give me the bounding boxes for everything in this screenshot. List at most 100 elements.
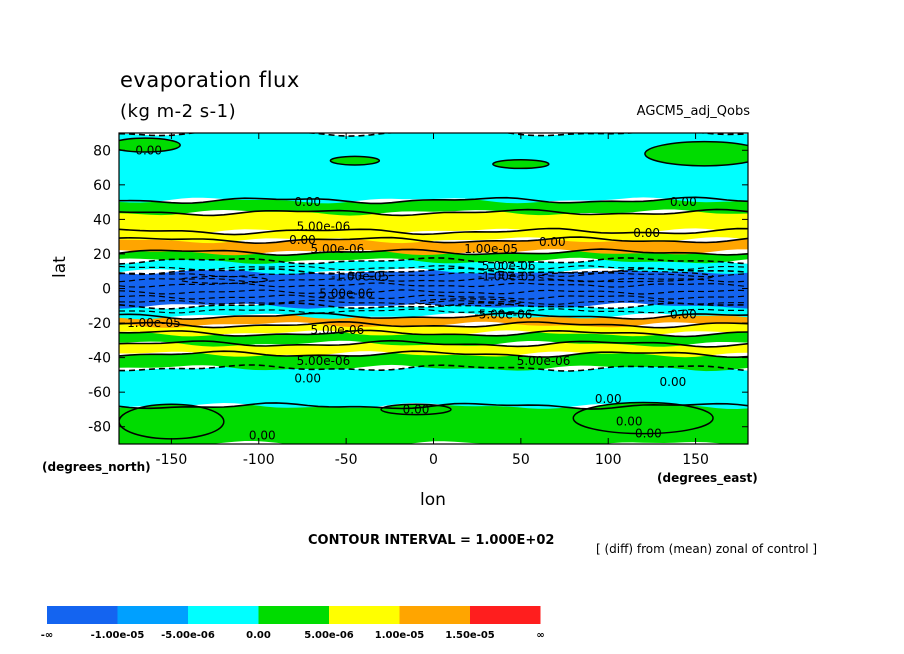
positive-anomaly-patch	[119, 137, 181, 153]
contour-line	[119, 267, 748, 276]
contour-line	[119, 227, 748, 236]
contour-label: 0.00	[670, 195, 697, 209]
positive-anomaly-patch	[380, 403, 452, 416]
contour-label: 5.00e-06	[517, 354, 571, 368]
contour-label: 1.00e-05	[127, 316, 181, 330]
y-axis-label: lat	[50, 256, 70, 278]
colorbar-label: -∞	[41, 630, 53, 641]
contour-label: 5.00e-06	[319, 287, 373, 301]
contour-line	[119, 299, 748, 305]
contour-line	[119, 402, 748, 410]
contour-line	[119, 289, 748, 295]
zonal-band	[119, 133, 748, 204]
contour-label: 5.00e-06	[311, 242, 365, 256]
colorbar-label: -1.00e-05	[91, 630, 145, 641]
contour-interval: CONTOUR INTERVAL = 1.000E+02	[308, 533, 555, 548]
contour-line	[119, 364, 748, 372]
colorbar-swatch	[258, 606, 329, 624]
y-tick-label: 40	[93, 212, 111, 228]
x-tick-label: 150	[682, 452, 709, 468]
contour-label: 0.00	[660, 375, 687, 389]
colorbar-label: 1.50e-05	[445, 630, 495, 641]
contour-label: -1.00e-05	[478, 269, 536, 283]
contour-line	[119, 236, 748, 245]
colorbar-swatch	[329, 606, 400, 624]
y-tick-label: -60	[88, 385, 111, 401]
contour-label: 5.00e-06	[297, 354, 351, 368]
contour-label: 0.00	[249, 428, 276, 442]
contour-label: -1.00e-05	[331, 269, 389, 283]
contour-label: 0.00	[539, 235, 566, 249]
y-tick-label: -20	[88, 316, 111, 332]
contour-label: 0.00	[294, 371, 321, 385]
chart-title: evaporation flux	[120, 68, 300, 92]
contour-label: 0.00	[670, 307, 697, 321]
run-label: AGCM5_adj_Qobs	[636, 104, 750, 119]
colorbar-swatch	[47, 606, 118, 624]
y-tick-label: -40	[88, 351, 111, 367]
x-tick-label: 50	[512, 452, 530, 468]
contour-line	[119, 320, 748, 329]
contour-label: 0.00	[633, 226, 660, 240]
contour-line	[119, 294, 748, 300]
contour-label: 0.00	[403, 402, 430, 416]
y-tick-label: 0	[102, 282, 111, 298]
colorbar-label: 0.00	[246, 630, 271, 641]
colorbar-swatch	[399, 606, 470, 624]
y-tick-label: 20	[93, 247, 111, 263]
negative-anomaly-patch	[537, 270, 714, 283]
y-tick-label: 60	[93, 178, 111, 194]
contour-line	[119, 308, 748, 314]
contour-line	[119, 339, 748, 348]
zonal-band	[119, 209, 748, 235]
colorbar-label: 5.00e-06	[304, 630, 354, 641]
x-tick-label: -150	[156, 452, 188, 468]
diff-note: [ (diff) from (mean) zonal of control ]	[596, 542, 818, 556]
colorbar-label: ∞	[536, 630, 544, 641]
x-tick-label: -50	[335, 452, 358, 468]
contour-label: 5.00e-06	[482, 259, 536, 273]
positive-anomaly-patch	[329, 155, 381, 166]
positive-anomaly-patch	[644, 140, 748, 167]
y-tick-label: -80	[88, 420, 111, 436]
colorbar-label: 1.00e-05	[375, 630, 425, 641]
contour-line	[119, 208, 748, 217]
y-unit-label: (degrees_north)	[42, 460, 151, 474]
contour-label: -5.00e-06	[474, 307, 532, 321]
positive-anomaly-patch	[572, 401, 714, 435]
contour-label: 0.00	[635, 427, 662, 441]
positive-anomaly-patch	[119, 403, 225, 440]
contour-label: 5.00e-06	[297, 219, 351, 233]
colorbar-swatch	[188, 606, 259, 624]
zonal-band	[119, 365, 748, 409]
colorbar-swatch	[117, 606, 188, 624]
contour-line	[119, 329, 748, 338]
contour-label: 1.00e-05	[464, 242, 518, 256]
x-axis-label: lon	[420, 490, 446, 510]
colorbar-label: -5.00e-06	[161, 630, 215, 641]
contour-label: 0.00	[294, 195, 321, 209]
contour-label: 0.00	[289, 233, 316, 247]
chart-units: (kg m-2 s-1)	[120, 101, 237, 122]
contour-label: 0.00	[595, 392, 622, 406]
x-tick-label: 0	[429, 452, 438, 468]
positive-anomaly-patch	[492, 159, 550, 170]
colorbar-swatch	[470, 606, 541, 624]
contour-line	[119, 301, 748, 310]
contour-line	[119, 271, 748, 278]
zonal-band	[119, 249, 748, 264]
contour-line	[119, 248, 748, 257]
contour-line	[119, 265, 748, 271]
x-tick-label: -100	[243, 452, 275, 468]
contour-label: 5.00e-06	[311, 323, 365, 337]
contour-line	[119, 312, 748, 320]
y-tick-label: 80	[93, 143, 111, 159]
x-tick-label: 100	[595, 452, 622, 468]
contour-label: 0.00	[135, 143, 162, 157]
contour-line	[119, 196, 748, 205]
x-unit-label: (degrees_east)	[657, 471, 758, 485]
contour-line	[119, 350, 748, 359]
contour-label: 0.00	[616, 415, 643, 429]
contour-line	[119, 282, 748, 288]
